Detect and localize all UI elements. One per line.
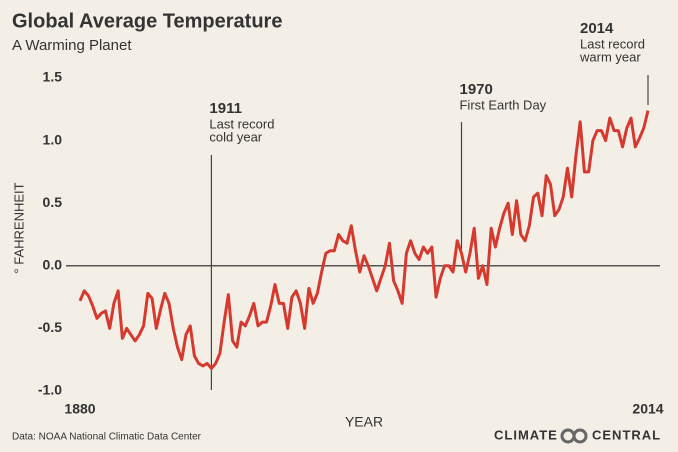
annotation-text: warm year <box>579 49 641 64</box>
chart-title: Global Average Temperature <box>12 10 282 32</box>
source: Data: NOAA National Climatic Data Center <box>12 432 202 443</box>
annotation-year: 1970 <box>459 81 492 98</box>
logo-right: CENTRAL <box>592 427 661 442</box>
y-tick-label: 1.5 <box>43 69 63 85</box>
x-axis-label: YEAR <box>345 414 383 430</box>
y-tick-label: -1.0 <box>38 382 62 398</box>
annotation-text: Last record <box>580 36 645 51</box>
x-tick-label: 2014 <box>632 401 663 417</box>
y-tick-label: 1.0 <box>43 131 63 147</box>
annotation-year: 1911 <box>209 100 242 117</box>
y-tick-label: 0.0 <box>43 257 63 273</box>
data-line <box>78 110 650 370</box>
logo-icon <box>560 428 588 444</box>
annotation-year: 2014 <box>580 20 614 37</box>
y-tick-label: -0.5 <box>38 319 62 335</box>
logo-left: CLIMATE <box>494 427 558 442</box>
annotation-text: Last record <box>209 116 274 131</box>
annotation-text: First Earth Day <box>459 97 546 112</box>
x-tick-label: 1880 <box>64 401 95 417</box>
y-tick-label: 0.5 <box>43 194 63 210</box>
annotation-text: cold year <box>209 129 262 144</box>
y-axis-label: ° FAHRENHEIT <box>11 182 26 273</box>
chart-subtitle: A Warming Planet <box>12 37 132 54</box>
